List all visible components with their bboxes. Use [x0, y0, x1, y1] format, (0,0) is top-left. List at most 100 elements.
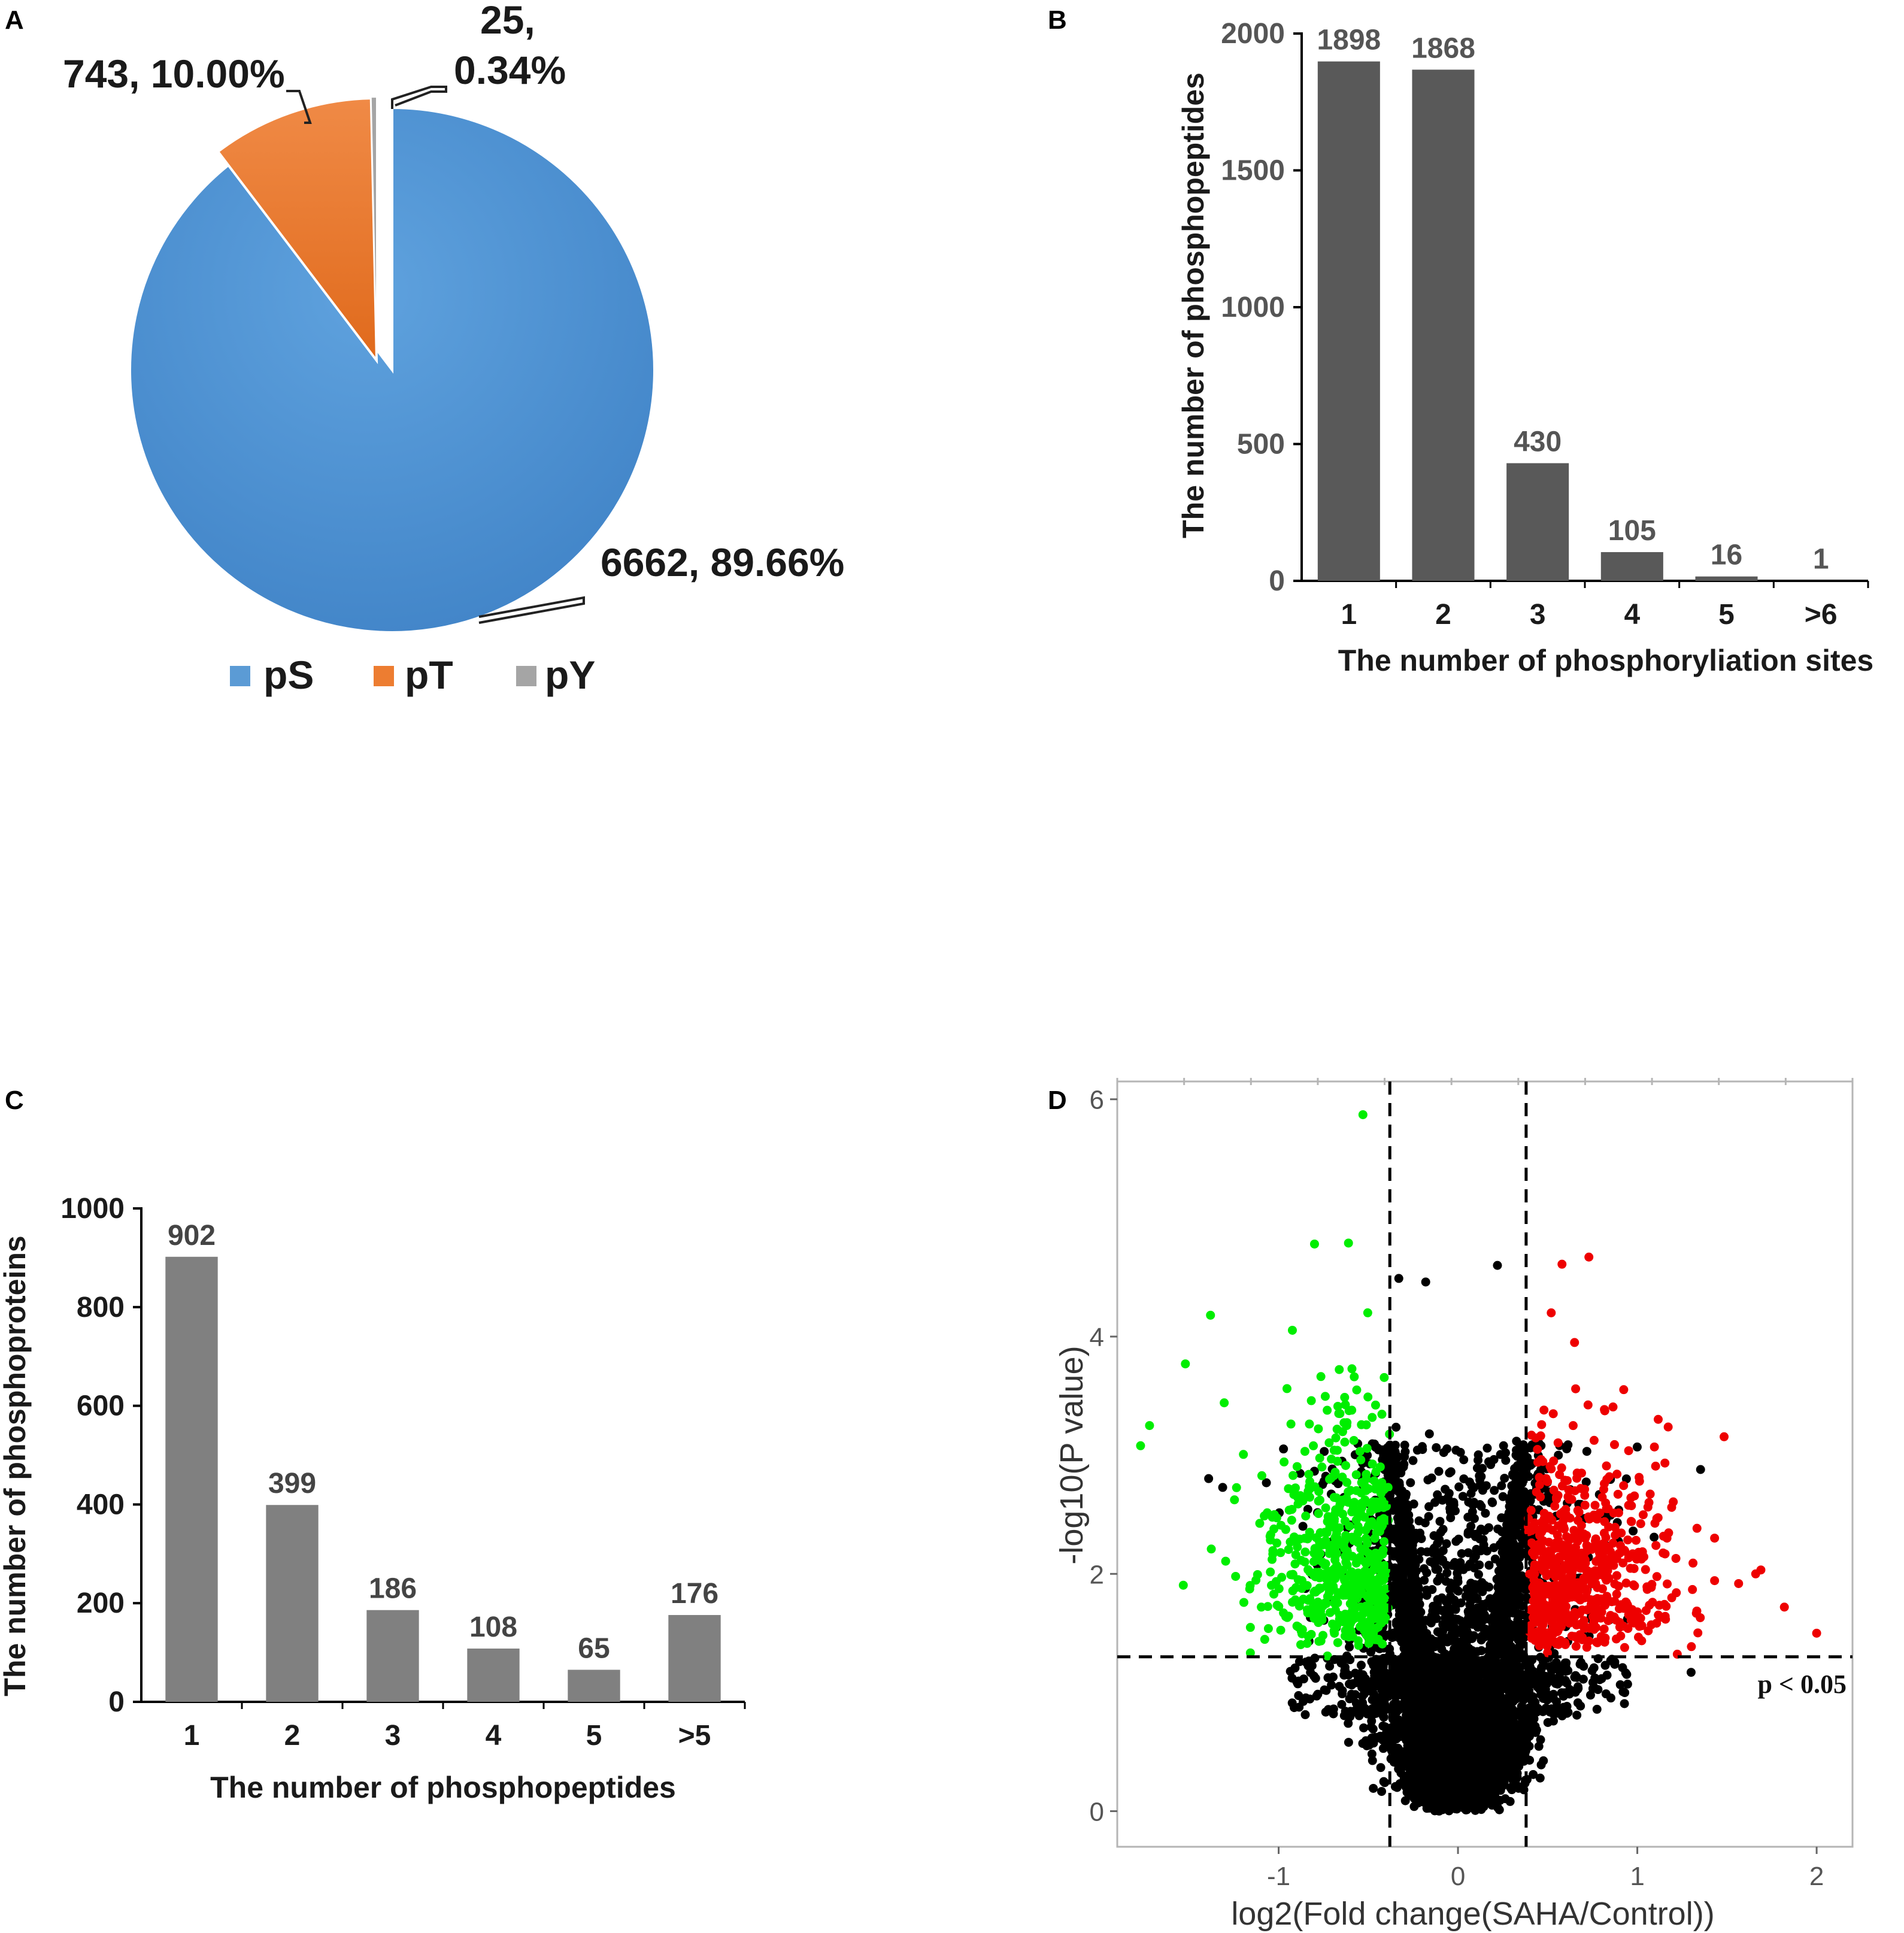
data-label-b: 430 — [1514, 426, 1562, 458]
point-not-significant — [1433, 1565, 1443, 1574]
panel-c: C 02004006008001000902139921863108465517… — [0, 1086, 746, 1804]
point-not-significant — [1453, 1573, 1463, 1583]
point-not-significant — [1345, 1642, 1354, 1652]
bar-chart-c: 020040060080010009021399218631084655176>… — [60, 1193, 746, 1752]
x-tick-label-c: 3 — [385, 1720, 401, 1752]
scatter-points-d — [1136, 1110, 1821, 1816]
point-not-significant — [1469, 1498, 1479, 1507]
point-not-significant — [1499, 1557, 1508, 1567]
x-tick-label-b: 1 — [1341, 599, 1357, 631]
point-not-significant — [1438, 1632, 1448, 1641]
point-not-significant — [1526, 1726, 1536, 1735]
y-tick-label-b: 2000 — [1221, 18, 1285, 50]
point-not-significant — [1378, 1744, 1388, 1753]
point-not-significant — [1454, 1534, 1463, 1544]
point-not-significant — [1429, 1601, 1438, 1611]
point-not-significant — [1581, 1477, 1591, 1487]
point-not-significant — [1490, 1486, 1499, 1495]
data-label-b: 1 — [1813, 544, 1829, 575]
slice-label-pY-line1: 25, — [480, 0, 535, 42]
point-not-significant — [1499, 1774, 1508, 1784]
point-not-significant — [1508, 1470, 1517, 1479]
point-not-significant — [1422, 1590, 1432, 1600]
y-tick-label-c: 800 — [77, 1292, 125, 1323]
point-not-significant — [1442, 1568, 1452, 1578]
point-not-significant — [1503, 1568, 1512, 1578]
point-not-significant — [1481, 1508, 1490, 1518]
legend-label-pT: pT — [405, 653, 453, 697]
point-not-significant — [1489, 1599, 1499, 1608]
point-not-significant — [1518, 1610, 1527, 1620]
point-not-significant — [1400, 1452, 1409, 1462]
point-not-significant — [1438, 1546, 1448, 1555]
point-not-significant — [1417, 1442, 1427, 1452]
point-not-significant — [1621, 1474, 1631, 1484]
point-not-significant — [1366, 1647, 1375, 1657]
point-not-significant — [1279, 1444, 1288, 1454]
point-not-significant — [1479, 1615, 1488, 1625]
point-not-significant — [1406, 1478, 1415, 1487]
point-not-significant — [1379, 1777, 1388, 1786]
pie-slice-pT — [216, 97, 378, 365]
point-not-significant — [1445, 1659, 1455, 1669]
point-not-significant — [1517, 1532, 1526, 1542]
bar-c — [266, 1505, 319, 1702]
point-not-significant — [1344, 1738, 1353, 1747]
point-not-significant — [1454, 1482, 1464, 1492]
point-not-significant — [1318, 1480, 1327, 1489]
point-not-significant — [1529, 1770, 1538, 1779]
point-not-significant — [1424, 1511, 1433, 1521]
point-not-significant — [1434, 1467, 1444, 1476]
x-axis-title-c: The number of phosphopeptides — [210, 1771, 676, 1804]
point-not-significant — [1359, 1723, 1369, 1732]
y-tick-label-c: 200 — [77, 1587, 125, 1619]
y-tick-label-b: 0 — [1269, 565, 1285, 597]
point-not-significant — [1344, 1719, 1353, 1728]
point-not-significant — [1493, 1524, 1503, 1534]
point-not-significant — [1484, 1561, 1494, 1570]
bar-c — [366, 1610, 419, 1702]
point-not-significant — [1420, 1576, 1429, 1585]
point-not-significant — [1432, 1443, 1441, 1452]
point-not-significant — [1486, 1460, 1496, 1470]
point-not-significant — [1369, 1783, 1378, 1793]
point-not-significant — [1359, 1689, 1369, 1699]
panel-letter-b: B — [1048, 5, 1067, 35]
data-label-b: 1898 — [1317, 25, 1381, 56]
point-not-significant — [1582, 1447, 1591, 1456]
point-not-significant — [1501, 1682, 1511, 1692]
x-tick-label-b: 2 — [1435, 599, 1451, 631]
point-not-significant — [1436, 1528, 1445, 1537]
point-not-significant — [1416, 1547, 1426, 1556]
x-axis-title-b: The number of phosphoryliation sites — [1338, 644, 1874, 677]
point-not-significant — [1441, 1484, 1450, 1494]
pie-legend: pS pT pY — [230, 653, 595, 697]
bar-b — [1317, 61, 1380, 581]
point-not-significant — [1536, 1760, 1546, 1770]
x-tick-label-d: 2 — [1809, 1862, 1824, 1891]
point-not-significant — [1518, 1691, 1527, 1701]
point-not-significant — [1393, 1701, 1403, 1710]
point-not-significant — [1499, 1441, 1508, 1450]
point-not-significant — [1413, 1798, 1423, 1808]
point-not-significant — [1358, 1738, 1368, 1748]
point-not-significant — [1295, 1469, 1305, 1478]
point-not-significant — [1378, 1455, 1387, 1465]
point-not-significant — [1487, 1497, 1497, 1507]
point-not-significant — [1414, 1676, 1423, 1685]
pie-leader-lines — [286, 86, 585, 624]
data-label-c: 399 — [268, 1468, 316, 1499]
point-not-significant — [1474, 1570, 1483, 1579]
point-not-significant — [1508, 1583, 1517, 1592]
point-not-significant — [1514, 1762, 1524, 1771]
point-not-significant — [1420, 1689, 1430, 1699]
point-not-significant — [1435, 1517, 1445, 1526]
point-not-significant — [1423, 1475, 1433, 1484]
point-not-significant — [1400, 1567, 1410, 1577]
point-not-significant — [1478, 1535, 1488, 1544]
point-not-significant — [1517, 1725, 1527, 1734]
point-not-significant — [1429, 1531, 1439, 1540]
y-tick-label-b: 1500 — [1221, 155, 1285, 187]
